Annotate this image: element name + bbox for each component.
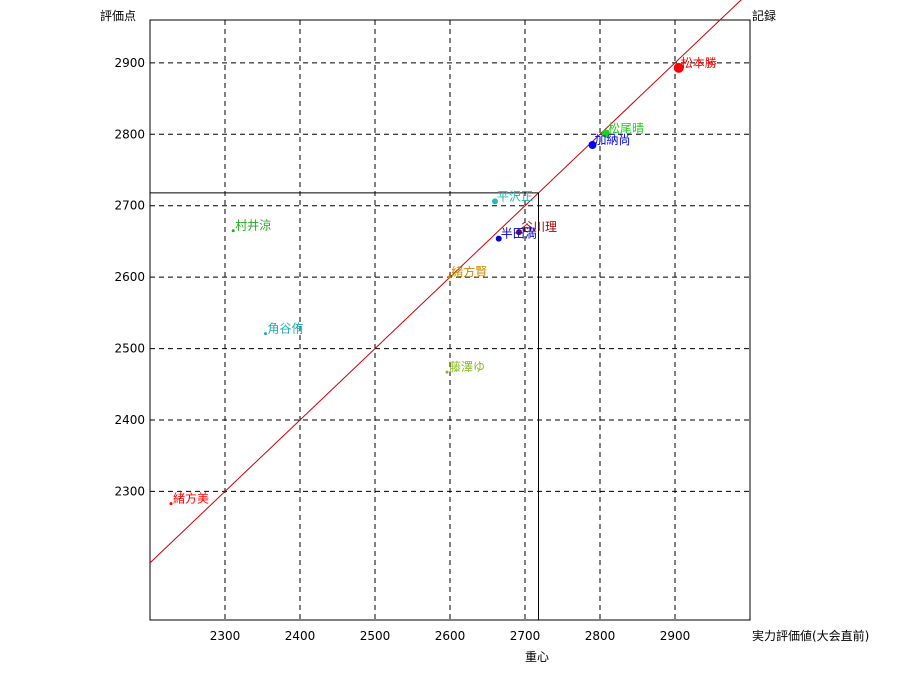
data-point <box>516 229 522 236</box>
data-point <box>169 502 173 506</box>
tick-labels: 2300 2400 2500 2600 2700 2800 2900 2300 2400 2500… <box>114 56 690 643</box>
x-tick-label: 2400 <box>285 629 316 643</box>
data-point <box>492 198 498 205</box>
y-tick-label: 2500 <box>114 342 145 356</box>
top-right-label: 記録 <box>752 8 776 23</box>
y-tick-label: 2800 <box>114 127 145 141</box>
data-point <box>495 235 502 242</box>
point-label: 緒方美 <box>173 491 209 506</box>
point-label: 藤澤ゆ <box>449 360 485 374</box>
x-tick-label: 2300 <box>210 629 241 643</box>
data-point <box>602 129 610 138</box>
data-point <box>673 62 684 73</box>
data-point <box>445 370 449 374</box>
x-tick-label: 2800 <box>585 629 616 643</box>
plot-frame <box>149 19 751 621</box>
y-tick-label: 2300 <box>114 484 145 498</box>
point-label: 村井涼 <box>235 218 271 233</box>
x-axis-right-label: 実力評価値(大会直前) <box>752 628 869 643</box>
data-point <box>264 332 267 336</box>
point-label: 谷川理 <box>521 220 557 234</box>
data-point <box>447 275 451 279</box>
x-tick-label: 2700 <box>510 629 541 643</box>
y-tick-label: 2700 <box>114 199 145 213</box>
point-label: 松本勝 <box>681 55 717 70</box>
point-label: 松尾晴 <box>608 122 644 136</box>
point-label: 平沢正 <box>497 189 533 203</box>
y-tick-label: 2600 <box>114 270 145 284</box>
data-point <box>588 141 597 149</box>
x-tick-label: 2600 <box>435 629 466 643</box>
point-label: 緒方賢 <box>451 264 487 279</box>
y-tick-label: 2400 <box>114 413 145 427</box>
grid-lines <box>150 20 750 620</box>
x-tick-label: 2900 <box>660 629 691 643</box>
x-axis-label: 重心 <box>525 650 549 664</box>
data-point <box>231 229 235 233</box>
y-tick-label: 2900 <box>114 56 145 70</box>
point-label: 加納尚 <box>595 133 631 147</box>
x-tick-label: 2500 <box>360 629 391 643</box>
y-axis-label: 評価点 <box>100 8 136 23</box>
point-label: 角谷侑 <box>268 322 304 336</box>
point-label: 半田満 <box>501 227 537 241</box>
